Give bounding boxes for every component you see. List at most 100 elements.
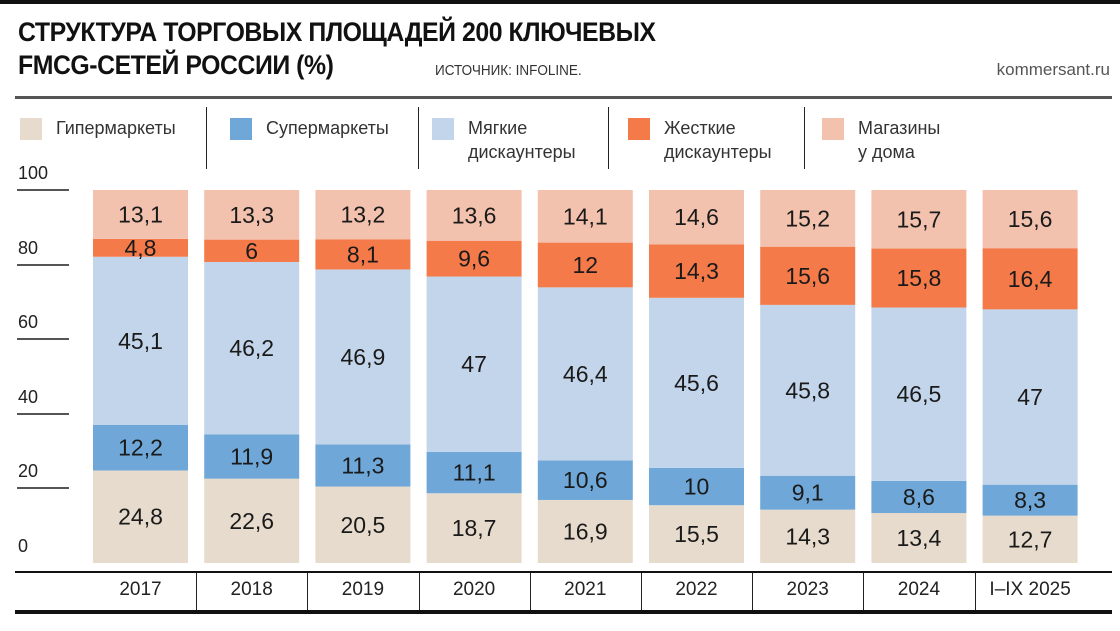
chart-title-line-2: FMCG-СЕТЕЙ РОССИИ (%) <box>18 50 334 80</box>
category-separator <box>418 573 420 610</box>
bar-segment <box>537 242 633 288</box>
y-tick-label: 40 <box>18 386 39 407</box>
bar-segment <box>315 444 411 487</box>
legend-separator <box>418 107 419 169</box>
bar-segment <box>204 434 300 479</box>
data-label: 14,1 <box>563 203 608 229</box>
data-label: 15,8 <box>897 265 942 291</box>
bar-segment <box>871 307 967 481</box>
data-label: 45,8 <box>785 377 830 403</box>
legend-label: Мягкие дискаунтеры <box>468 118 576 162</box>
bar-segment <box>760 509 856 563</box>
category-separator <box>307 573 309 610</box>
data-label: 46,4 <box>563 361 608 387</box>
data-label: 13,3 <box>229 202 274 228</box>
bar-segment <box>204 261 300 435</box>
bottom-rule <box>15 610 1112 614</box>
data-label: 10,6 <box>563 467 608 493</box>
legend-item: Гипермаркеты <box>20 116 176 140</box>
legend-item: Магазины у дома <box>822 116 940 164</box>
data-label: 14,3 <box>785 523 830 549</box>
bar-segment <box>204 478 300 563</box>
data-label: 4,8 <box>125 235 157 261</box>
bar-segment <box>537 460 633 500</box>
bar-segment <box>426 276 522 452</box>
data-label: 15,7 <box>897 206 942 232</box>
bar-segment <box>315 269 411 445</box>
data-label: 11,1 <box>453 460 496 486</box>
legend-swatch <box>432 118 454 140</box>
y-tick-mark <box>17 263 69 266</box>
bar-segment <box>93 470 188 563</box>
legend-label: Гипермаркеты <box>56 118 176 138</box>
bar-segment <box>204 190 300 240</box>
bar-segment <box>982 248 1078 310</box>
y-tick-mark <box>17 338 69 341</box>
x-tick-label: 2018 <box>230 579 273 600</box>
y-tick-label: 80 <box>18 237 39 258</box>
y-tick-label: 0 <box>18 536 29 556</box>
data-label: 13,4 <box>897 525 942 551</box>
category-separator <box>752 573 754 610</box>
legend-swatch <box>628 118 650 140</box>
bar-segment <box>982 484 1078 516</box>
data-label: 46,2 <box>229 335 274 361</box>
bar-segment <box>871 190 967 249</box>
legend-swatch <box>20 118 42 140</box>
x-tick-label: 2017 <box>119 579 162 600</box>
data-label: 24,8 <box>118 504 163 530</box>
data-label: 13,2 <box>341 202 386 228</box>
bar-segment <box>982 309 1078 485</box>
data-label: 6 <box>245 238 258 264</box>
data-label: 15,6 <box>1008 206 1053 232</box>
bar-segment <box>871 248 967 308</box>
y-tick-mark <box>17 487 69 490</box>
bar-segment <box>537 287 633 461</box>
y-tick-mark <box>17 189 69 191</box>
data-label: 8,3 <box>1014 487 1046 513</box>
data-label: 20,5 <box>341 512 386 538</box>
y-tick-label: 100 <box>18 163 49 183</box>
legend-label: Жесткие дискаунтеры <box>664 118 772 162</box>
data-label: 10 <box>684 474 710 500</box>
bar-segment <box>982 190 1078 249</box>
data-label: 9,1 <box>792 480 824 506</box>
data-label: 14,6 <box>674 204 719 230</box>
bar-segment <box>760 246 856 305</box>
category-separator <box>529 573 531 610</box>
bar-segment <box>871 513 967 563</box>
bar-segment <box>315 239 411 270</box>
category-separator <box>863 573 865 610</box>
bar-segment <box>871 480 967 514</box>
x-tick-label: 2024 <box>897 579 941 600</box>
data-label: 16,4 <box>1008 266 1053 292</box>
data-label: 46,9 <box>341 344 386 370</box>
bar-segment <box>93 256 188 425</box>
data-label: 14,3 <box>674 258 719 284</box>
bar-segment <box>649 505 744 563</box>
bar-segment <box>426 451 522 494</box>
site-credit: kommersant.ru <box>996 60 1110 79</box>
legend-separator <box>608 107 609 169</box>
data-label: 22,6 <box>229 508 274 534</box>
bar-segment <box>93 190 188 239</box>
chart-title-line-1: СТРУКТУРА ТОРГОВЫХ ПЛОЩАДЕЙ 200 КЛЮЧЕВЫХ <box>18 17 656 47</box>
bar-segment <box>537 499 633 563</box>
bar-segment <box>760 475 856 510</box>
bar-segment <box>204 239 300 262</box>
data-label: 11,9 <box>230 444 273 470</box>
bar-segment <box>649 467 744 506</box>
x-tick-label: 2021 <box>564 579 607 600</box>
x-tick-label: 2022 <box>675 579 718 600</box>
legend-item: Мягкие дискаунтеры <box>432 116 576 164</box>
bar-segment <box>649 190 744 245</box>
header-rule <box>15 96 1112 99</box>
legend-swatch <box>230 118 252 140</box>
x-tick-label: 2023 <box>786 579 829 600</box>
y-tick-label: 60 <box>18 312 39 333</box>
data-label: 47 <box>461 351 487 377</box>
data-label: 9,6 <box>458 246 490 272</box>
bar-segment <box>649 244 744 298</box>
legend-label: Магазины у дома <box>858 118 941 162</box>
